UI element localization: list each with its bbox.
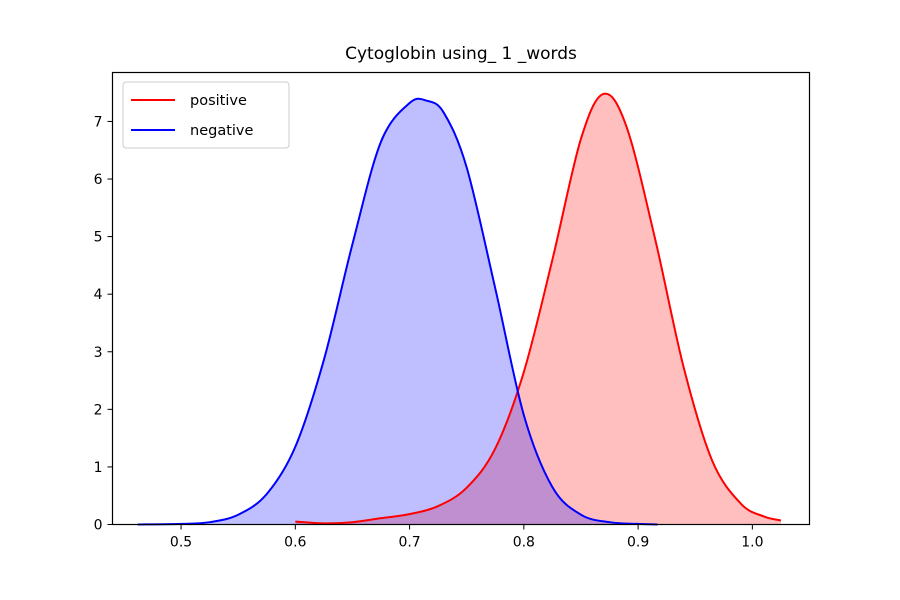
axes-frame — [111, 71, 811, 526]
y-tick-label: 4 — [94, 287, 103, 303]
chart-title: Cytoglobin using_ 1 _words — [345, 44, 577, 64]
plot-area — [137, 92, 782, 526]
y-tick-label: 0 — [94, 518, 103, 534]
positive-line — [295, 92, 782, 525]
legend-box — [122, 81, 290, 149]
negative-legend-label: negative — [190, 123, 253, 139]
negative-line — [137, 97, 658, 526]
y-axis: 0 1 2 3 4 5 6 7 — [94, 114, 113, 534]
y-tick-label: 5 — [94, 230, 103, 246]
negative-area-fill — [137, 98, 658, 525]
legend: positive negative — [122, 81, 290, 149]
y-tick-label: 3 — [94, 345, 103, 361]
x-tick-label: 1.0 — [741, 535, 763, 551]
x-tick-label: 0.5 — [170, 535, 192, 551]
y-tick-label: 2 — [94, 402, 103, 418]
positive-area-fill — [295, 93, 781, 525]
y-tick-label: 6 — [94, 172, 103, 188]
y-tick-label: 1 — [94, 460, 103, 476]
x-tick-label: 0.6 — [284, 535, 306, 551]
x-tick-label: 0.7 — [398, 535, 420, 551]
y-tick-label: 7 — [94, 114, 103, 130]
x-tick-label: 0.9 — [627, 535, 649, 551]
x-axis: 0.5 0.6 0.7 0.8 0.9 1.0 — [170, 524, 764, 551]
x-tick-label: 0.8 — [513, 535, 535, 551]
positive-legend-label: positive — [190, 93, 247, 109]
